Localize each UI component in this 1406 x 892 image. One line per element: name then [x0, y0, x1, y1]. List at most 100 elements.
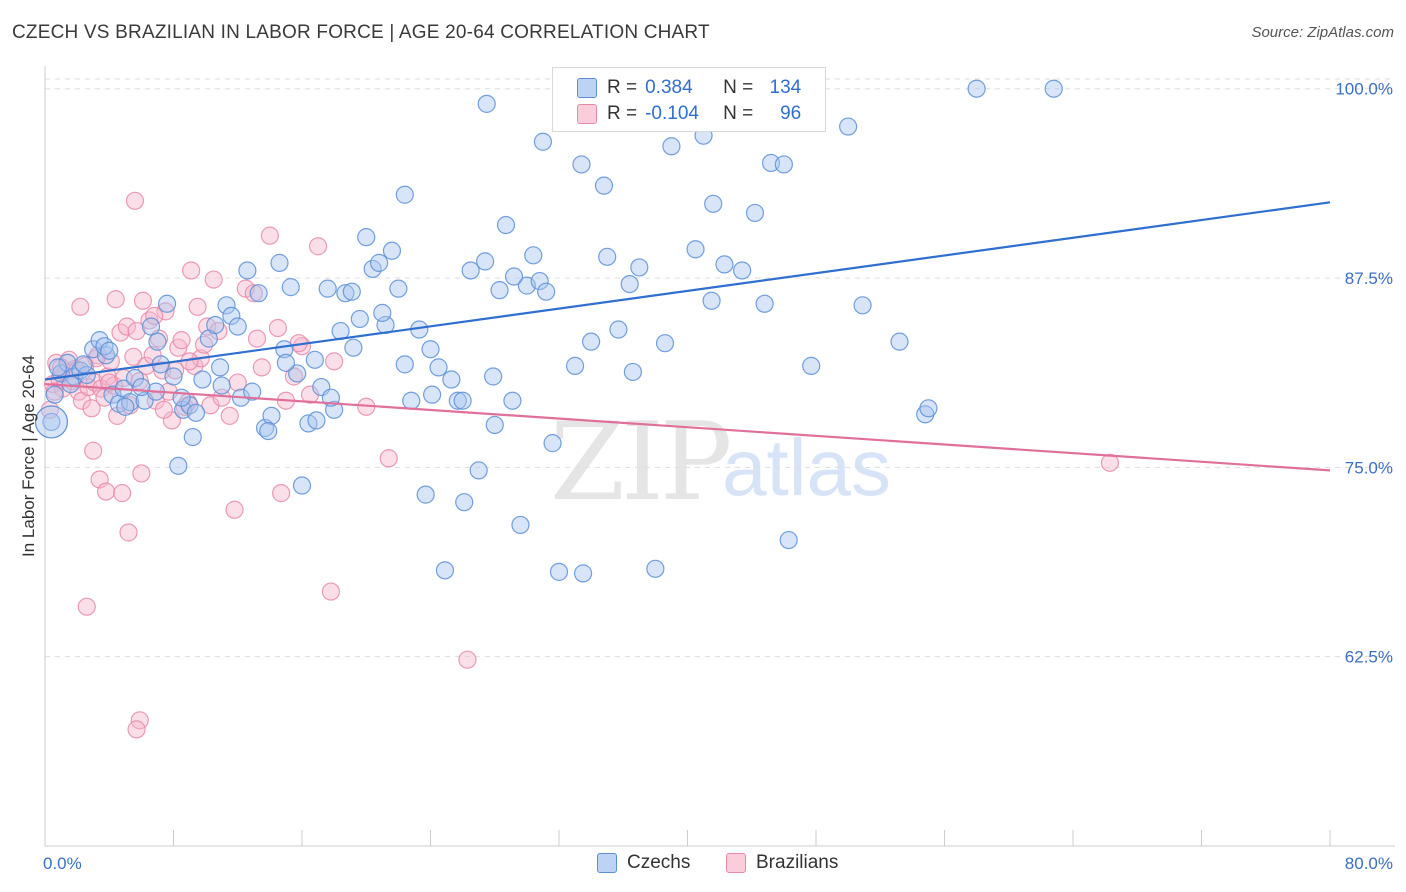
czechs-point [455, 493, 474, 512]
czechs-point [745, 203, 765, 223]
czechs-point [350, 309, 369, 329]
legend-item-brazilians[interactable]: Brazilians [726, 852, 838, 874]
legend-row-czechs: R = 0.384 N = 134 [577, 75, 801, 101]
czechs-point [755, 294, 774, 313]
czechs-point [779, 530, 798, 550]
czechs-point [774, 155, 793, 174]
brazilians-r-value: -0.104 [645, 103, 699, 124]
czechs-point [402, 391, 421, 410]
czechs-point [373, 303, 392, 322]
brazilians-point [82, 399, 101, 418]
x-tick-label-min: 0.0% [43, 854, 82, 873]
y-tick-label: 62.5% [1345, 648, 1393, 667]
czechs-point [504, 267, 524, 286]
czechs-point [61, 374, 80, 394]
czechs-point [511, 515, 530, 535]
brazilians-point [225, 500, 244, 519]
czechs-point [919, 399, 938, 418]
czechs-point [733, 261, 752, 280]
czechs-point [423, 385, 442, 404]
czechs-swatch [577, 78, 597, 98]
czechs-point [249, 284, 268, 303]
axes [44, 66, 1395, 847]
czechs-point [276, 353, 296, 372]
czechs-legend-label: Czechs [627, 852, 691, 873]
czechs-point [395, 185, 414, 204]
brazilians-trend-line [44, 382, 1331, 472]
chart-title: CZECH VS BRAZILIAN IN LABOR FORCE | AGE … [12, 22, 710, 43]
czechs-point [270, 253, 289, 272]
czechs-point [448, 391, 467, 410]
brazilians-point [188, 297, 207, 316]
czechs-point [42, 412, 61, 432]
czechs-point [543, 434, 562, 453]
brazilians-point [272, 484, 291, 503]
brazilians-point [124, 347, 143, 366]
brazilians-point [1100, 453, 1120, 472]
legend-item-czechs[interactable]: Czechs [597, 852, 690, 874]
czechs-point [141, 317, 161, 336]
czechs-point [594, 176, 614, 195]
czechs-point [45, 385, 64, 404]
czechs-point [238, 261, 257, 280]
czechs-point [582, 332, 601, 351]
czechs-point [598, 247, 617, 266]
r-label: R = [607, 103, 638, 124]
brazilians-point [379, 449, 398, 468]
czechs-point [1044, 79, 1063, 98]
czechs-point [655, 334, 675, 353]
czechs-point [132, 377, 151, 397]
czechs-point [305, 350, 324, 369]
czechs-point [243, 382, 262, 401]
brazilians-point [244, 284, 263, 303]
brazilians-point [84, 441, 103, 460]
czechs-point [503, 391, 522, 410]
czechs-point [537, 282, 556, 301]
czechs-point [288, 364, 307, 383]
czechs-point [461, 261, 480, 280]
czechs-point [476, 252, 495, 271]
brazilians-legend-label: Brazilians [756, 852, 839, 873]
brazilians-point [153, 361, 172, 380]
czechs-point [524, 246, 543, 265]
czechs-point [382, 241, 402, 260]
brazilians-point [156, 302, 175, 321]
brazilians-point [132, 464, 151, 483]
czechs-point [702, 291, 721, 310]
brazilians-point [172, 331, 191, 350]
czechs-point [715, 255, 734, 274]
brazilians-point [145, 306, 164, 326]
czechs-point [646, 559, 665, 578]
n-label: N = [723, 77, 754, 98]
brazilians-point [154, 400, 173, 419]
czechs-point [259, 421, 278, 441]
czechs-point [490, 281, 509, 300]
czechs-point [572, 155, 591, 174]
brazilians-point [125, 191, 145, 210]
czechs-point [228, 317, 247, 336]
czechs-point [157, 294, 177, 313]
czechs-point [116, 397, 135, 416]
czechs-point [573, 564, 593, 583]
brazilians-point [133, 291, 153, 310]
brazilians-point [182, 261, 201, 280]
czechs-r-value: 0.384 [645, 77, 693, 98]
czechs-point [485, 415, 504, 435]
y-tick-label: 87.5% [1345, 269, 1393, 288]
czechs-point [704, 194, 723, 213]
czechs-point [429, 358, 448, 377]
brazilians-point [252, 358, 271, 377]
y-tick-label: 75.0% [1345, 458, 1393, 477]
czechs-point [212, 376, 231, 395]
czechs-point [217, 296, 236, 315]
brazilians-point [268, 318, 288, 338]
tick-labels: 62.5% 75.0% 87.5% 100.0% 0.0% 80.0% In Labor F… [19, 80, 1393, 873]
n-label: N = [723, 103, 754, 124]
czechs-point [890, 332, 909, 351]
czechs-point [484, 367, 503, 386]
trend-lines [44, 201, 1331, 472]
brazilians-point [325, 352, 344, 371]
czechs-point [623, 362, 642, 382]
czechs-point [477, 94, 496, 113]
